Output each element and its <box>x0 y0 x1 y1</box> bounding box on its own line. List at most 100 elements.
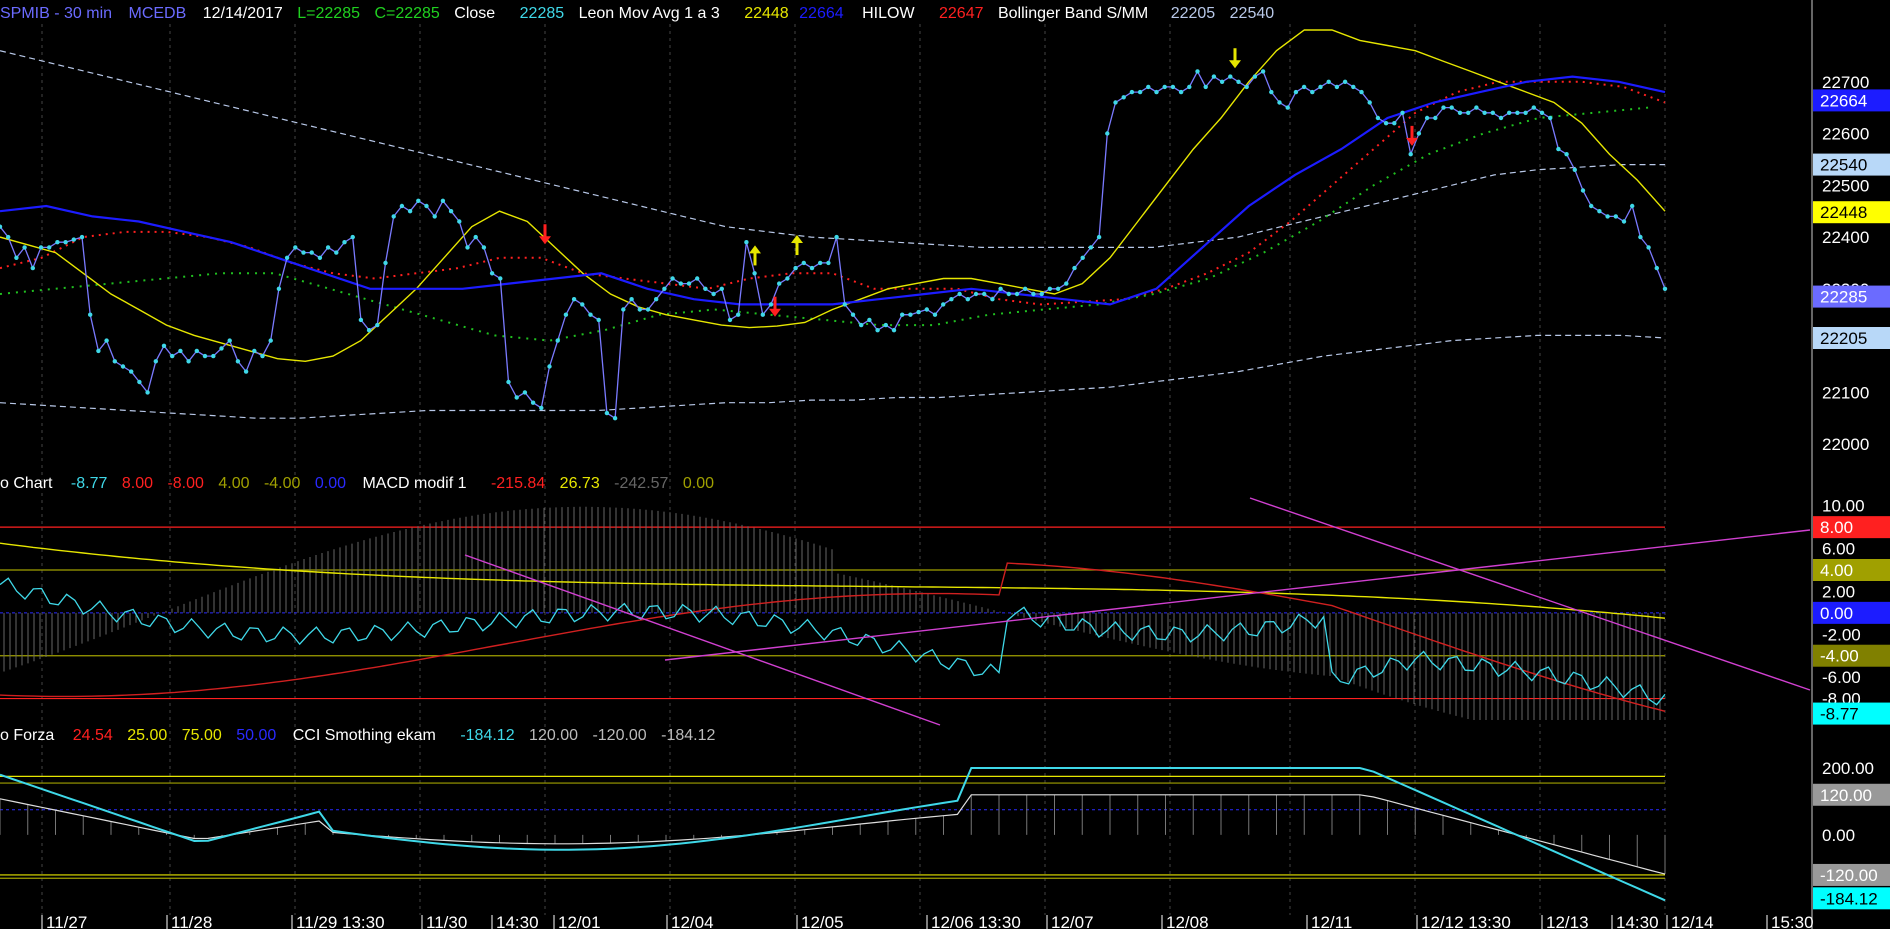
close-point <box>432 214 437 219</box>
close-point <box>1507 110 1512 116</box>
close-point <box>383 260 388 266</box>
close-point <box>334 250 339 255</box>
close-point <box>1334 84 1340 90</box>
close-point <box>129 369 134 374</box>
macd-v4: -4.00 <box>264 475 301 492</box>
close-point <box>924 307 929 312</box>
mov-avg-yellow-line <box>0 29 1666 363</box>
support-dotted-line <box>0 106 1649 342</box>
close-point <box>785 276 790 281</box>
badge-macd-current-bg <box>1813 702 1890 725</box>
y-tick-label: 22700 <box>1822 73 1869 92</box>
cci-v1: 25.00 <box>127 727 167 744</box>
close-point <box>1301 84 1307 90</box>
close-point <box>1187 84 1192 90</box>
close-point <box>1531 105 1537 110</box>
close-point <box>1416 131 1422 136</box>
close-point <box>506 379 511 385</box>
close-point <box>161 343 167 348</box>
close-point <box>1006 291 1011 297</box>
close-point <box>973 291 979 297</box>
vertical-gridlines <box>41 24 1666 915</box>
close-point <box>883 322 888 328</box>
bollinger-lower-line <box>0 334 1666 419</box>
close-point <box>276 286 282 291</box>
close-point <box>744 240 749 245</box>
header-movavg-value-2: 22664 <box>799 5 844 22</box>
badge-bollinger-low-bg <box>1813 327 1890 349</box>
date-label: 12/04 <box>671 913 714 929</box>
close-point <box>842 302 847 307</box>
close-point <box>252 348 257 354</box>
close-point <box>678 281 683 286</box>
close-point <box>621 307 626 312</box>
y-tick-label: 22000 <box>1822 435 1869 454</box>
close-point <box>120 364 126 369</box>
signal-arrow-head-3 <box>791 235 803 244</box>
close-point <box>301 250 306 255</box>
close-point <box>539 405 544 411</box>
badge-macd-4: 4.00 <box>1820 561 1853 580</box>
close-point <box>260 353 265 359</box>
date-axis: 11/27 11/28 11/29 13:30 11/30 14:30 12/01 12/0… <box>41 913 1814 929</box>
badge-cci-neg120-bg <box>1813 863 1890 886</box>
macd-m2: -242.57 <box>614 475 668 492</box>
close-point <box>416 198 421 203</box>
macd-v5: 0.00 <box>315 475 346 492</box>
close-point <box>891 328 897 333</box>
y-tick-label: 22100 <box>1822 383 1869 402</box>
close-point <box>1096 234 1102 240</box>
close-point <box>908 312 913 317</box>
close-point <box>30 265 35 271</box>
close-point <box>777 281 782 286</box>
cci-c2: -120.00 <box>592 727 646 744</box>
header-ticker: MCEDB <box>128 5 186 22</box>
close-point <box>1515 110 1520 116</box>
close-point <box>990 297 995 302</box>
badge-movavg-yellow-bg <box>1813 201 1890 224</box>
header-title: SPMIB - 30 min <box>0 5 112 22</box>
close-point <box>1244 84 1249 90</box>
close-point <box>604 410 610 416</box>
close-point <box>1047 286 1053 291</box>
header-close-value: 22285 <box>520 5 565 22</box>
close-point <box>809 265 815 271</box>
close-point <box>875 328 880 333</box>
cci-v2: 75.00 <box>182 727 222 744</box>
close-point <box>555 338 560 343</box>
close-point <box>1589 203 1594 209</box>
header-hilow-value: 22647 <box>939 5 984 22</box>
close-point <box>1383 121 1389 126</box>
y-tick-label: 22600 <box>1822 125 1869 144</box>
close-point <box>1474 105 1479 110</box>
date-label: 11/29 13:30 <box>296 913 385 929</box>
close-point <box>703 286 708 291</box>
close-point <box>465 245 470 250</box>
date-label: 12/12 13:30 <box>1421 913 1511 929</box>
close-point <box>768 302 774 307</box>
close-point <box>325 245 331 250</box>
badge-macd-0-bg <box>1813 601 1890 624</box>
close-point <box>1392 121 1397 126</box>
date-label: 12/06 13:30 <box>931 913 1021 929</box>
y-tick-label: 0.00 <box>1822 826 1855 845</box>
badge-macd-0: 0.00 <box>1820 604 1853 623</box>
close-point <box>736 312 741 317</box>
close-point <box>1285 105 1290 110</box>
cci-c1: 120.00 <box>529 727 578 744</box>
close-point <box>1367 100 1372 105</box>
date-label: 12/14 <box>1671 913 1714 929</box>
close-point <box>1293 89 1299 95</box>
close-point <box>1482 110 1487 116</box>
close-point <box>284 255 290 260</box>
close-point <box>112 359 118 364</box>
close-point <box>440 198 446 203</box>
date-label: 14:30 <box>1616 913 1659 929</box>
signal-arrow-head-1 <box>749 245 761 254</box>
date-label: 11/28 <box>171 913 212 929</box>
close-point <box>1580 188 1586 193</box>
close-point <box>1269 89 1274 95</box>
close-point <box>957 291 962 297</box>
close-point <box>1662 286 1668 291</box>
